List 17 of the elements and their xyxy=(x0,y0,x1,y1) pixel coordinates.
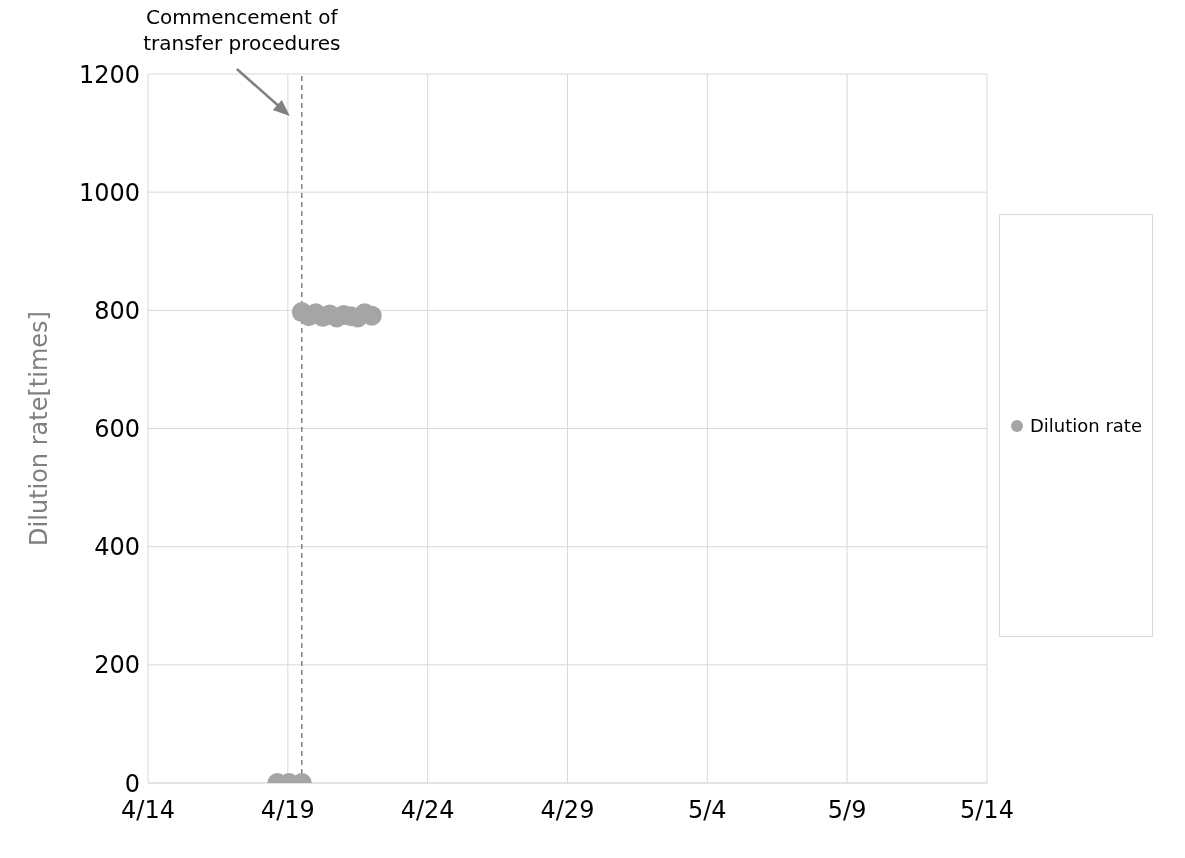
x-tick-label: 5/14 xyxy=(960,796,1014,825)
y-tick-label: 1000 xyxy=(78,178,140,207)
y-tick-label: 400 xyxy=(94,533,140,562)
ref-line-label: Commencement of transfer procedures xyxy=(143,5,341,55)
y-tick-label: 600 xyxy=(94,415,140,444)
y-tick-label: 0 xyxy=(124,769,140,798)
legend-label: Dilution rate xyxy=(1029,415,1142,436)
y-tick-label: 1200 xyxy=(78,60,140,89)
y-axis-title: Dilution rate[times] xyxy=(24,311,53,546)
x-tick-label: 5/4 xyxy=(687,796,727,825)
y-tick-label: 200 xyxy=(94,651,140,680)
x-tick-label: 4/19 xyxy=(260,796,315,825)
y-tick-label: 800 xyxy=(94,296,140,325)
x-tick-label: 4/24 xyxy=(400,796,455,825)
x-tick-label: 4/29 xyxy=(540,796,595,825)
x-tick-label: 4/14 xyxy=(121,796,175,825)
x-tick-label: 5/9 xyxy=(827,796,867,825)
